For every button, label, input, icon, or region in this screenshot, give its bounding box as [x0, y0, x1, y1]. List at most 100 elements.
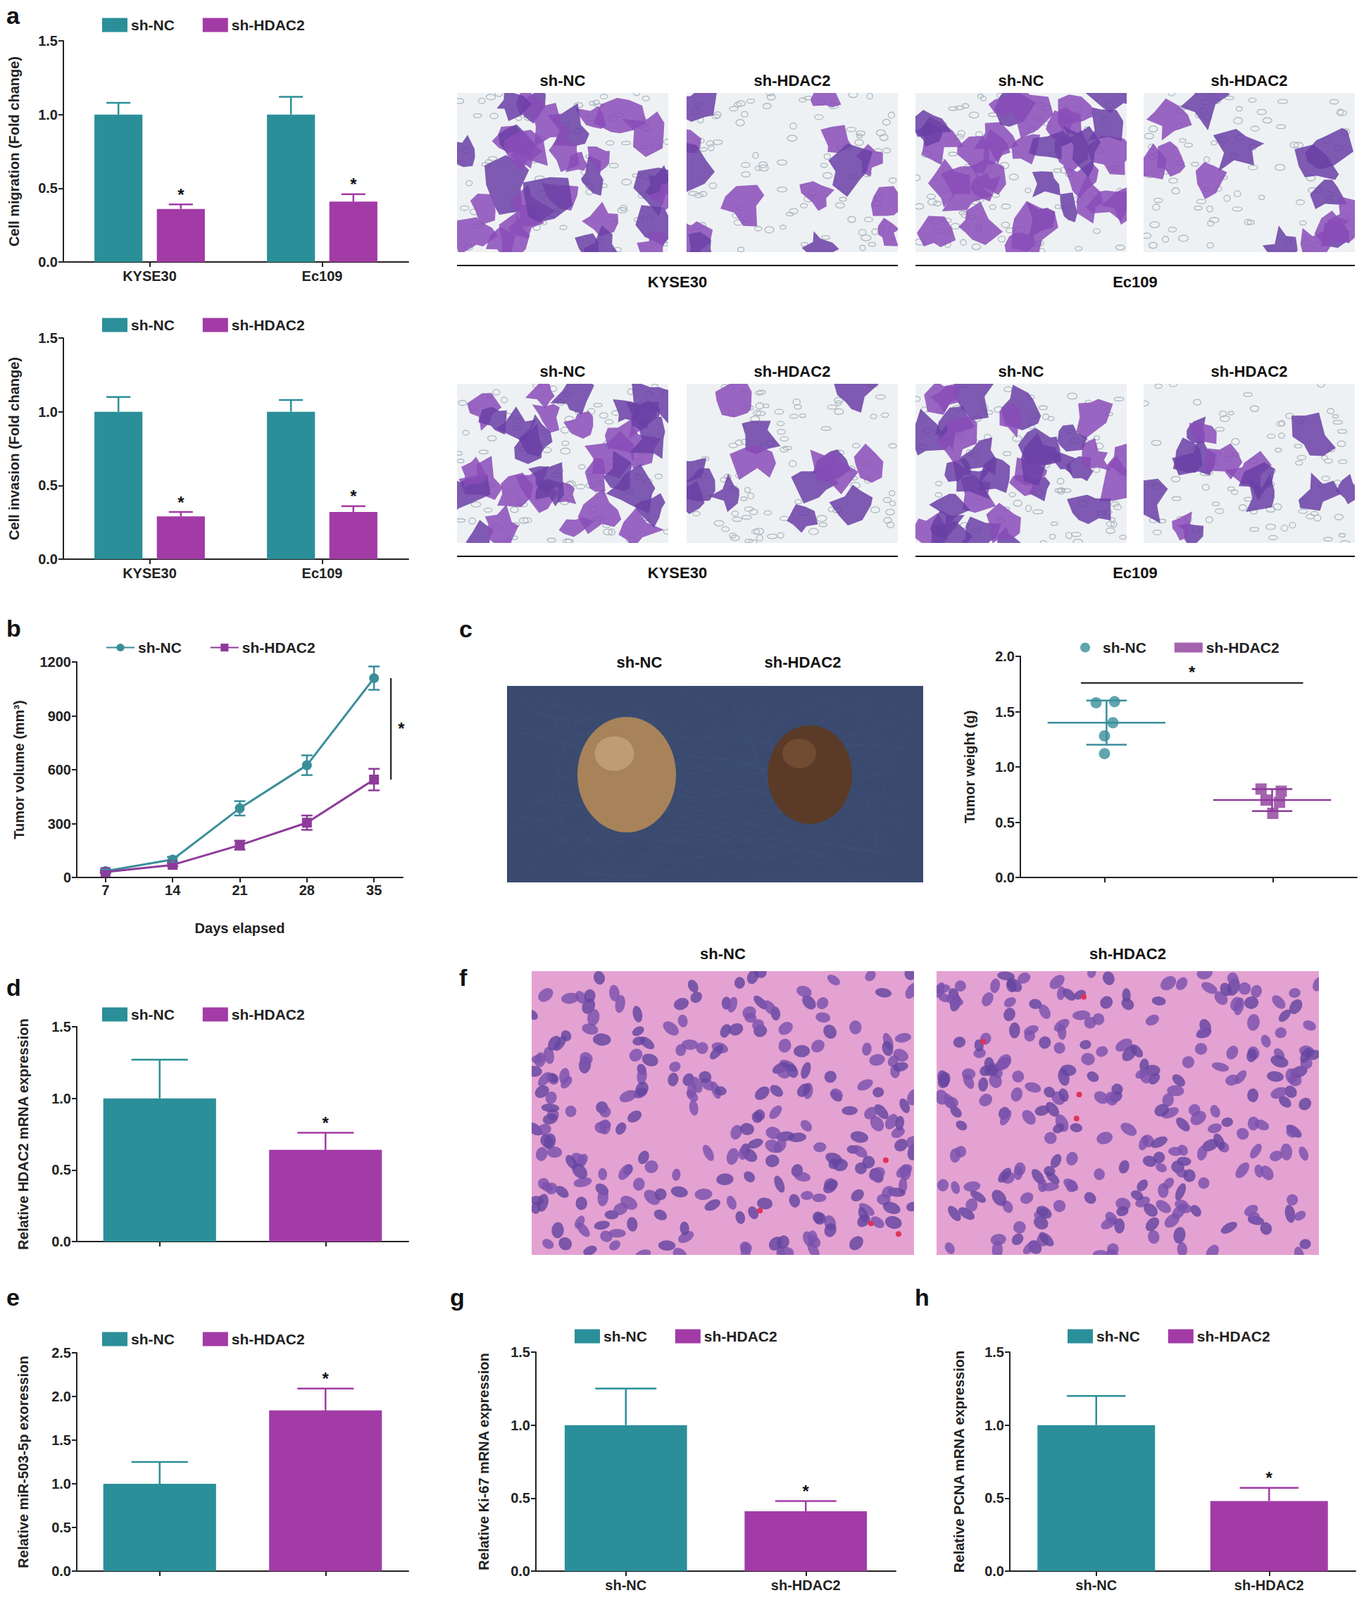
- svg-text:0.5: 0.5: [51, 1519, 72, 1536]
- svg-text:Ec109: Ec109: [1112, 273, 1158, 291]
- svg-text:sh-NC: sh-NC: [603, 1328, 648, 1345]
- svg-text:Ec109: Ec109: [302, 268, 343, 284]
- svg-text:KYSE30: KYSE30: [647, 564, 707, 582]
- svg-text:sh-HDAC2: sh-HDAC2: [771, 1577, 841, 1593]
- svg-text:KYSE30: KYSE30: [122, 268, 177, 284]
- svg-text:*: *: [397, 718, 405, 738]
- svg-text:e: e: [6, 1283, 20, 1311]
- svg-text:sh-HDAC2: sh-HDAC2: [1211, 362, 1288, 381]
- svg-text:1.5: 1.5: [984, 1344, 1005, 1360]
- svg-text:Tumor weight (g): Tumor weight (g): [961, 710, 978, 824]
- svg-text:d: d: [6, 973, 22, 1001]
- svg-text:sh-HDAC2: sh-HDAC2: [1234, 1577, 1305, 1593]
- svg-text:0.5: 0.5: [38, 477, 58, 493]
- svg-text:1200: 1200: [40, 654, 72, 670]
- svg-text:sh-HDAC2: sh-HDAC2: [231, 316, 305, 334]
- svg-text:*: *: [177, 185, 185, 205]
- svg-text:sh-NC: sh-NC: [998, 362, 1045, 381]
- svg-text:0.0: 0.0: [510, 1563, 531, 1579]
- svg-text:21: 21: [231, 882, 248, 898]
- svg-text:1.0: 1.0: [38, 107, 58, 123]
- svg-text:0.0: 0.0: [984, 1563, 1005, 1579]
- svg-text:sh-NC: sh-NC: [138, 639, 182, 656]
- svg-text:Ec109: Ec109: [302, 565, 343, 581]
- svg-text:sh-NC: sh-NC: [130, 1330, 175, 1348]
- svg-text:0.5: 0.5: [38, 180, 58, 196]
- svg-text:0.5: 0.5: [984, 1490, 1005, 1506]
- svg-text:300: 300: [47, 816, 72, 832]
- svg-text:Relative HDAC2 mRNA expression: Relative HDAC2 mRNA expression: [15, 1018, 31, 1250]
- svg-text:Relative PCNA mRNA expression: Relative PCNA mRNA expression: [951, 1350, 967, 1573]
- svg-text:sh-NC: sh-NC: [998, 71, 1045, 90]
- svg-text:1.0: 1.0: [995, 759, 1015, 775]
- svg-text:1.5: 1.5: [51, 1018, 72, 1035]
- svg-text:Relative Ki-67 mRNA expression: Relative Ki-67 mRNA expression: [476, 1352, 492, 1570]
- svg-text:0.5: 0.5: [51, 1161, 72, 1178]
- svg-text:sh-HDAC2: sh-HDAC2: [231, 16, 305, 34]
- svg-text:900: 900: [47, 708, 72, 724]
- svg-text:1.5: 1.5: [995, 704, 1015, 720]
- svg-text:Days elapsed: Days elapsed: [195, 920, 286, 936]
- svg-text:0.5: 0.5: [510, 1490, 531, 1506]
- svg-text:KYSE30: KYSE30: [647, 273, 707, 291]
- svg-text:Cell migration (Fold change): Cell migration (Fold change): [6, 56, 22, 247]
- svg-text:sh-NC: sh-NC: [130, 1006, 175, 1023]
- svg-text:sh-NC: sh-NC: [540, 362, 586, 381]
- svg-text:14: 14: [164, 882, 181, 898]
- svg-text:1.5: 1.5: [51, 1432, 72, 1448]
- svg-text:2.5: 2.5: [51, 1344, 72, 1361]
- svg-text:1.0: 1.0: [38, 404, 58, 420]
- svg-text:sh-NC: sh-NC: [1102, 639, 1147, 656]
- svg-text:f: f: [459, 964, 468, 991]
- svg-text:1.0: 1.0: [51, 1475, 72, 1492]
- svg-text:7: 7: [101, 882, 110, 898]
- svg-text:h: h: [914, 1283, 930, 1311]
- svg-text:0.0: 0.0: [51, 1233, 72, 1250]
- svg-text:sh-HDAC2: sh-HDAC2: [1211, 71, 1288, 90]
- svg-text:0.0: 0.0: [995, 869, 1015, 886]
- svg-text:28: 28: [299, 882, 315, 898]
- svg-text:g: g: [449, 1283, 465, 1311]
- svg-text:1.0: 1.0: [510, 1417, 531, 1434]
- svg-text:sh-HDAC2: sh-HDAC2: [231, 1330, 305, 1348]
- svg-text:sh-NC: sh-NC: [1096, 1328, 1141, 1345]
- svg-text:0: 0: [63, 869, 72, 886]
- svg-text:sh-HDAC2: sh-HDAC2: [1197, 1328, 1271, 1345]
- svg-text:c: c: [459, 615, 473, 643]
- svg-text:sh-HDAC2: sh-HDAC2: [764, 653, 842, 672]
- svg-text:sh-HDAC2: sh-HDAC2: [231, 1006, 305, 1023]
- svg-text:sh-NC: sh-NC: [604, 1577, 647, 1593]
- svg-text:sh-HDAC2: sh-HDAC2: [704, 1328, 778, 1345]
- svg-text:*: *: [802, 1481, 810, 1501]
- svg-text:b: b: [6, 614, 22, 642]
- svg-text:sh-HDAC2: sh-HDAC2: [754, 71, 831, 90]
- svg-text:Relative miR-503-5p exoression: Relative miR-503-5p exoression: [15, 1355, 31, 1568]
- svg-text:0.0: 0.0: [38, 254, 58, 270]
- svg-text:1.5: 1.5: [510, 1344, 531, 1360]
- svg-text:*: *: [322, 1113, 330, 1133]
- svg-text:*: *: [1188, 662, 1196, 682]
- svg-text:1.0: 1.0: [984, 1417, 1005, 1434]
- svg-text:a: a: [6, 2, 21, 29]
- svg-text:sh-HDAC2: sh-HDAC2: [1206, 639, 1280, 656]
- svg-text:1.0: 1.0: [51, 1090, 72, 1107]
- svg-text:Ec109: Ec109: [1112, 564, 1158, 582]
- svg-text:Cell invasion (Fold change): Cell invasion (Fold change): [6, 357, 22, 541]
- svg-text:*: *: [1266, 1468, 1274, 1488]
- svg-text:*: *: [177, 492, 185, 512]
- svg-text:600: 600: [47, 761, 72, 778]
- svg-text:sh-NC: sh-NC: [1075, 1577, 1117, 1593]
- svg-text:sh-NC: sh-NC: [130, 16, 175, 34]
- svg-text:35: 35: [366, 882, 382, 898]
- svg-text:sh-NC: sh-NC: [699, 945, 746, 963]
- svg-text:1.5: 1.5: [38, 33, 58, 49]
- svg-text:sh-NC: sh-NC: [130, 316, 175, 334]
- svg-text:*: *: [349, 174, 358, 194]
- svg-text:KYSE30: KYSE30: [122, 565, 177, 581]
- svg-text:sh-HDAC2: sh-HDAC2: [242, 639, 316, 656]
- svg-text:0.0: 0.0: [51, 1563, 72, 1579]
- svg-text:sh-NC: sh-NC: [616, 653, 663, 672]
- svg-text:*: *: [322, 1368, 330, 1388]
- svg-text:sh-HDAC2: sh-HDAC2: [1089, 945, 1167, 963]
- svg-text:sh-NC: sh-NC: [540, 71, 586, 90]
